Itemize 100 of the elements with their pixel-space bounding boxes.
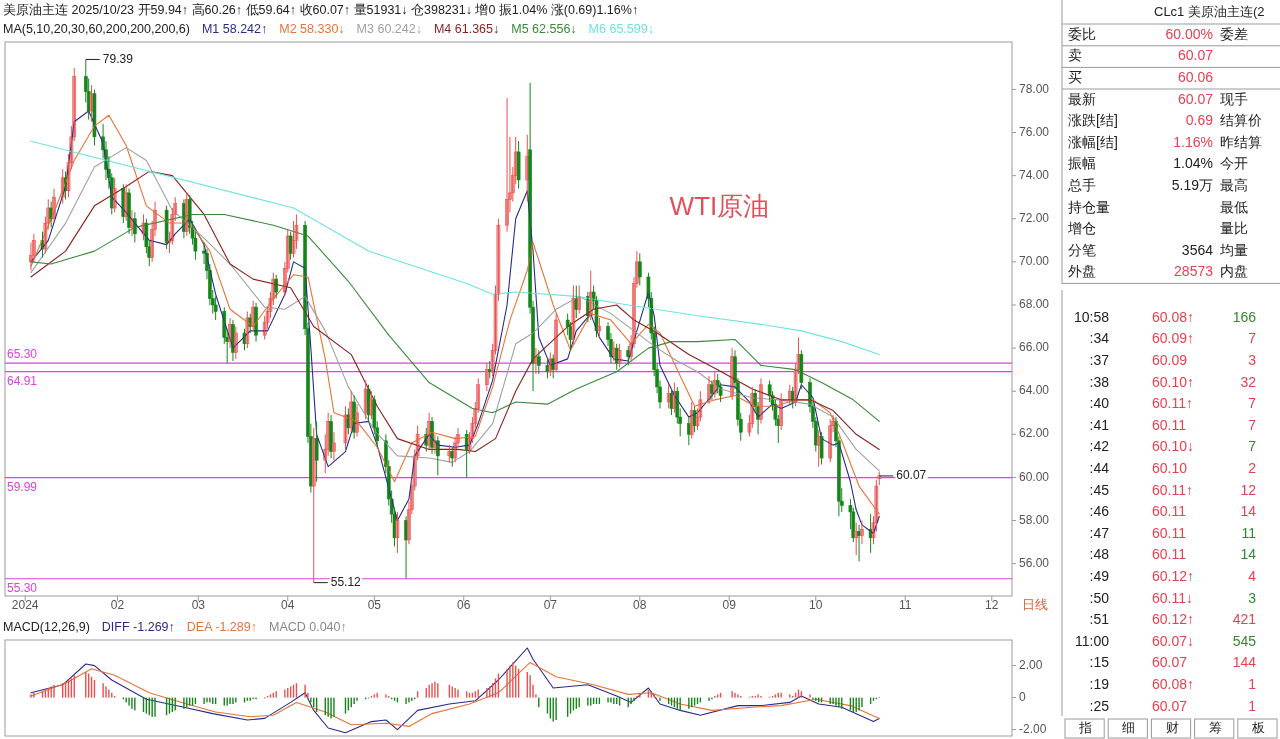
text: M5 62.556↓	[511, 22, 577, 37]
x-tick-label: 03	[191, 598, 206, 613]
text: 7	[1248, 330, 1257, 347]
ref-line-label: 59.99	[7, 479, 38, 494]
text: 60.11↑	[1152, 395, 1193, 412]
annotation: 55.12	[330, 574, 362, 589]
y-tick-label: 74.00	[1019, 167, 1050, 182]
text: 7	[1248, 395, 1257, 412]
candlestick	[516, 140, 521, 190]
y-tick-label: 68.00	[1019, 297, 1050, 312]
text: :49	[1089, 567, 1110, 584]
text: 外盘	[1068, 263, 1096, 280]
text: 60.10↑	[1152, 373, 1195, 390]
annotation: 79.39	[102, 51, 134, 66]
x-tick-label: 09	[722, 598, 737, 613]
x-tick-label: 07	[543, 598, 558, 613]
text: 2	[1248, 459, 1257, 476]
text: :41	[1089, 416, 1110, 433]
text: DIFF -1.269↑	[101, 620, 175, 635]
text: 60.09	[1152, 351, 1188, 368]
text: 涨幅[结]	[1068, 133, 1118, 150]
candlestick	[112, 177, 117, 213]
legend-title: MA(5,10,20,30,60,200,200,200,6)	[3, 22, 190, 37]
text: :46	[1089, 503, 1110, 520]
text: 振幅	[1068, 155, 1096, 172]
text: 14	[1240, 503, 1257, 520]
text: 委差	[1220, 25, 1248, 42]
text: M6 65.599↓	[588, 22, 654, 37]
text: 60.00%	[1165, 25, 1213, 42]
text: 0.69	[1185, 112, 1214, 129]
text: MACD 0.040↑	[268, 620, 347, 635]
candlestick	[799, 349, 804, 390]
text: :44	[1089, 459, 1110, 476]
text: :25	[1089, 697, 1110, 714]
y-tick-label: 72.00	[1019, 210, 1050, 225]
text: 结算价	[1220, 112, 1262, 129]
text: 卖	[1068, 47, 1082, 64]
text: 1.16%	[1173, 133, 1213, 150]
chart-subtitle: 美原油主连 2025/10/23 开59.94↑ 高60.26↑ 低59.64↑ 收60.07↑ 量51931↓ 仓398231↓ 增0 振1.04% 涨(0.69)1.16%↑	[3, 2, 639, 18]
text: 7	[1248, 416, 1257, 433]
y-tick-label: 76.00	[1019, 124, 1050, 139]
text: 60.09↑	[1152, 330, 1195, 347]
x-tick-label: 08	[633, 598, 647, 613]
text: 最低	[1220, 198, 1248, 215]
text: CLc1 美原油主连(2	[1154, 4, 1265, 20]
text: 11	[1241, 524, 1257, 541]
text: 11:00	[1075, 632, 1110, 649]
x-tick-label: 11	[899, 598, 912, 613]
text: 60.07	[1177, 90, 1214, 107]
text: :45	[1089, 481, 1110, 498]
text: 60.11↓	[1152, 589, 1193, 606]
text: 60.08↑	[1152, 675, 1195, 692]
text: 3	[1248, 589, 1257, 606]
text: M4 61.365↓	[433, 22, 500, 37]
text: :19	[1089, 675, 1110, 692]
x-tick-label: 06	[457, 598, 471, 613]
y-tick-label: 56.00	[1019, 555, 1050, 570]
text: M1 58.242↑	[201, 22, 268, 37]
text: :37	[1089, 351, 1110, 368]
y-tick-label: 64.00	[1019, 383, 1050, 398]
text: 60.07	[1177, 47, 1214, 64]
text: :42	[1089, 438, 1110, 455]
text: 10:58	[1073, 308, 1110, 325]
text: 60.07↓	[1152, 632, 1195, 649]
text: 60.10↓	[1152, 438, 1195, 455]
text: 总手	[1067, 176, 1096, 193]
ref-line-label: 55.30	[7, 580, 38, 595]
y-tick-label: 70.00	[1019, 254, 1050, 269]
text: 60.11↑	[1152, 481, 1193, 498]
text: WTI原油	[669, 191, 770, 222]
line-series	[30, 647, 880, 734]
ref-line-label: 65.30	[7, 347, 38, 362]
text: 60.12↑	[1152, 611, 1195, 628]
text: M2 58.330↓	[279, 22, 345, 37]
y-tick-label: 66.00	[1019, 340, 1050, 355]
text: 增仓	[1067, 220, 1096, 237]
text: 421	[1232, 611, 1257, 628]
x-tick-label: 05	[367, 598, 382, 613]
text: 1.04%	[1173, 155, 1213, 172]
text: 指	[1078, 720, 1093, 736]
text: :15	[1089, 654, 1110, 671]
text: 60.11	[1152, 503, 1187, 520]
text: 财	[1165, 720, 1179, 736]
text: :48	[1089, 546, 1110, 563]
text: 60.11	[1152, 524, 1187, 541]
line-series	[30, 661, 880, 727]
text: 60.07	[1152, 697, 1188, 714]
text: 60.12↑	[1152, 567, 1195, 584]
x-tick-label: 10	[809, 598, 823, 613]
x-axis-title: 日线	[1022, 597, 1048, 613]
candlestick	[617, 343, 622, 368]
candlestick	[164, 205, 169, 250]
text: 涨跌[结]	[1068, 112, 1118, 129]
text: :47	[1089, 524, 1110, 541]
text: :38	[1089, 373, 1110, 390]
text: 7	[1248, 438, 1257, 455]
y-tick-label: 62.00	[1019, 426, 1050, 441]
text: 60.11	[1152, 416, 1187, 433]
text: 细	[1122, 720, 1136, 736]
text: 60.06	[1177, 68, 1214, 85]
